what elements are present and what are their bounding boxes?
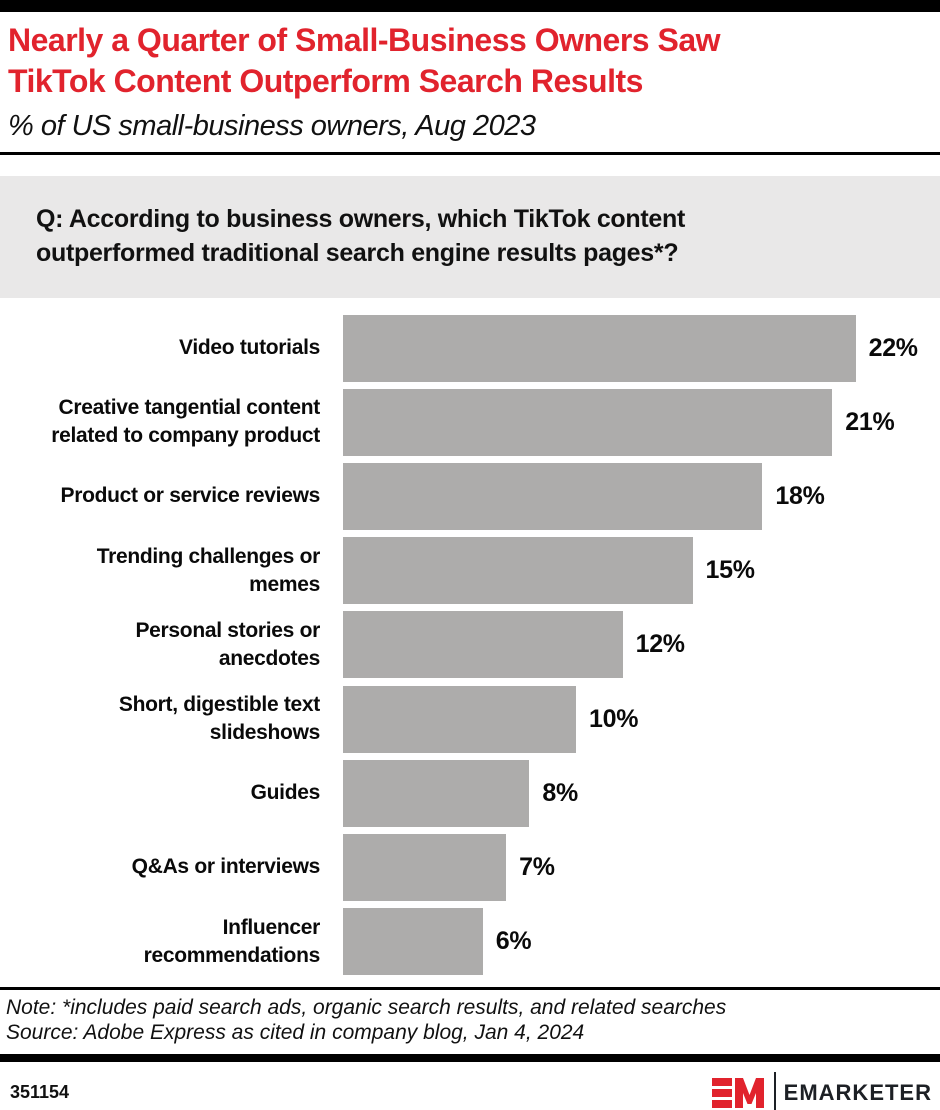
page-title: Nearly a Quarter of Small-Business Owner… <box>8 22 721 99</box>
emarketer-logo-icon <box>711 1077 764 1108</box>
bar-row: Q&As or interviews 7% <box>0 830 940 904</box>
bar <box>343 388 833 456</box>
footer-black-bar <box>0 1053 940 1062</box>
chart-id: 351154 <box>10 1082 70 1103</box>
brand-divider <box>773 1071 776 1110</box>
bar <box>343 314 856 382</box>
bar-row: Trending challenges or memes 15% <box>0 534 940 608</box>
bar-category-label: Product or service reviews <box>60 484 321 508</box>
bar-value-label: 12% <box>635 630 685 659</box>
footer: 351154 EMARKETER <box>0 1071 940 1110</box>
bar-category-label: Short, digestible text slideshows <box>118 693 320 745</box>
bar-category-label: Guides <box>250 781 321 805</box>
question-box: Q: According to business owners, which T… <box>0 176 940 298</box>
bar-category-label: Q&As or interviews <box>131 855 321 879</box>
header-divider <box>0 152 940 155</box>
bar-value-label: 7% <box>519 852 555 881</box>
bar-category-label: Video tutorials <box>179 336 320 360</box>
footnote: Note: *includes paid search ads, organic… <box>0 990 940 1045</box>
bar <box>343 759 530 827</box>
brand-name: EMARKETER <box>783 1079 932 1105</box>
bar-value-label: 18% <box>775 481 825 510</box>
bar-row: Creative tangential content related to c… <box>0 385 940 459</box>
bar <box>343 833 507 901</box>
header: Nearly a Quarter of Small-Business Owner… <box>0 12 940 143</box>
bar <box>343 537 693 605</box>
bar-value-label: 21% <box>845 407 895 436</box>
bar-value-label: 22% <box>868 333 918 362</box>
bar <box>343 611 623 679</box>
bar-row: Video tutorials 22% <box>0 311 940 385</box>
bar-row: Short, digestible text slideshows 10% <box>0 682 940 756</box>
bar-value-label: 15% <box>705 556 755 585</box>
bar-row: Product or service reviews 18% <box>0 459 940 533</box>
bar-value-label: 6% <box>495 927 532 956</box>
bar-value-label: 10% <box>589 704 639 733</box>
bar-value-label: 8% <box>542 778 578 807</box>
chart-subtitle: % of US small-business owners, Aug 2023 <box>8 110 536 142</box>
bar-category-label: Trending challenges or memes <box>96 544 321 596</box>
top-black-bar <box>0 0 940 12</box>
bar-category-label: Creative tangential content related to c… <box>51 396 320 448</box>
bar <box>343 908 483 976</box>
source-text: Source: Adobe Express as cited in compan… <box>6 1020 585 1044</box>
bar-chart: Video tutorials 22% Creative tangential co… <box>0 311 940 979</box>
bar-row: Personal stories or anecdotes 12% <box>0 608 940 682</box>
bar-category-label: Personal stories or anecdotes <box>135 618 320 670</box>
bar-row: Influencer recommendations 6% <box>0 905 940 979</box>
bar-row: Guides 8% <box>0 756 940 830</box>
question-text: Q: According to business owners, which T… <box>36 205 685 267</box>
footnote-divider <box>0 986 940 990</box>
note-text: Note: *includes paid search ads, organic… <box>6 995 727 1019</box>
bar <box>343 685 576 753</box>
bar <box>343 462 763 530</box>
bar-category-label: Influencer recommendations <box>143 915 321 967</box>
brand-logo: EMARKETER <box>711 1071 932 1110</box>
